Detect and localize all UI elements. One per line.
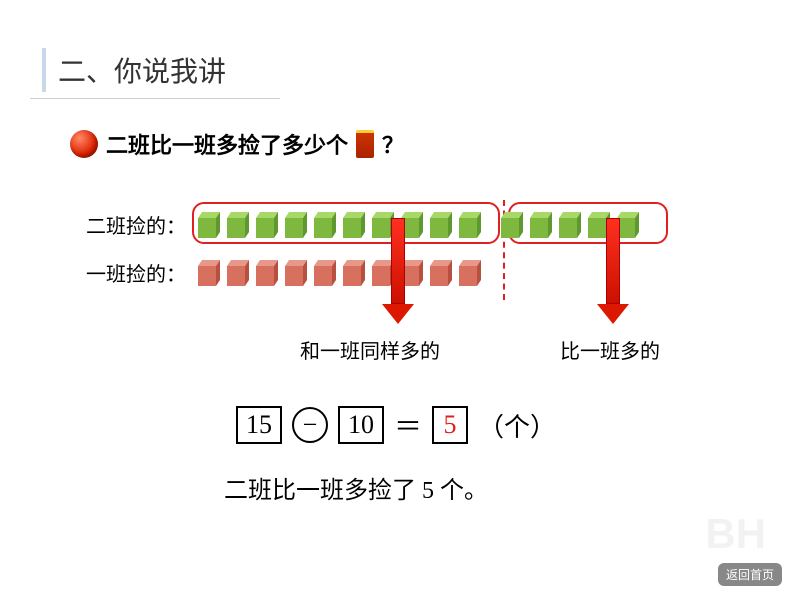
- watermark: BH: [705, 510, 766, 558]
- cube-icon: [194, 260, 220, 286]
- question-text-after: ？: [382, 128, 404, 160]
- title-underline: [30, 98, 280, 99]
- eq-operand-b: 10: [338, 406, 384, 444]
- question-text-before: 二班比一班多捡了多少个: [106, 128, 348, 160]
- cube-icon: [455, 260, 481, 286]
- equation: 15 − 10 ＝ 5 （个）: [236, 405, 556, 445]
- eq-result: 5: [432, 406, 468, 444]
- row-class2: 二班捡的：: [86, 210, 639, 239]
- cube-icon: [252, 212, 278, 238]
- arrow-extra: [597, 218, 629, 324]
- eq-equals: ＝: [394, 405, 422, 445]
- back-home-button[interactable]: 返回首页: [718, 563, 782, 586]
- arrow-shaft: [606, 218, 620, 304]
- cube-icon: [281, 212, 307, 238]
- cube-icon: [455, 212, 481, 238]
- can-icon: [356, 130, 374, 158]
- bullet-ball-icon: [70, 130, 98, 158]
- title-accent-bar: [42, 48, 46, 92]
- cube-icon: [339, 260, 365, 286]
- cube-icon: [339, 212, 365, 238]
- cube-icon: [310, 212, 336, 238]
- section-title: 二、你说我讲: [42, 48, 226, 92]
- conclusion-text: 二班比一班多捡了 5 个。: [224, 470, 488, 505]
- arrow-same: [382, 218, 414, 324]
- cube-icon: [426, 260, 452, 286]
- cube-icon: [497, 212, 523, 238]
- cubes-class2: [194, 212, 639, 238]
- cube-icon: [426, 212, 452, 238]
- arrow-extra-label: 比一班多的: [560, 335, 660, 364]
- cube-icon: [223, 260, 249, 286]
- row-class2-label: 二班捡的：: [86, 210, 194, 239]
- cube-icon: [194, 212, 220, 238]
- arrow-head-icon: [382, 304, 414, 324]
- cube-icon: [526, 212, 552, 238]
- arrow-same-label: 和一班同样多的: [300, 335, 440, 364]
- question-row: 二班比一班多捡了多少个 ？: [70, 128, 404, 160]
- arrow-head-icon: [597, 304, 629, 324]
- cube-icon: [252, 260, 278, 286]
- cube-icon: [310, 260, 336, 286]
- cube-icon: [223, 212, 249, 238]
- eq-operand-a: 15: [236, 406, 282, 444]
- eq-operator: −: [292, 407, 328, 443]
- cube-icon: [555, 212, 581, 238]
- cube-icon: [281, 260, 307, 286]
- row-class1: 一班捡的：: [86, 258, 481, 287]
- title-text: 二、你说我讲: [58, 50, 226, 90]
- arrow-shaft: [391, 218, 405, 304]
- cubes-class1: [194, 260, 481, 286]
- eq-unit: （个）: [478, 407, 556, 444]
- row-class1-label: 一班捡的：: [86, 258, 194, 287]
